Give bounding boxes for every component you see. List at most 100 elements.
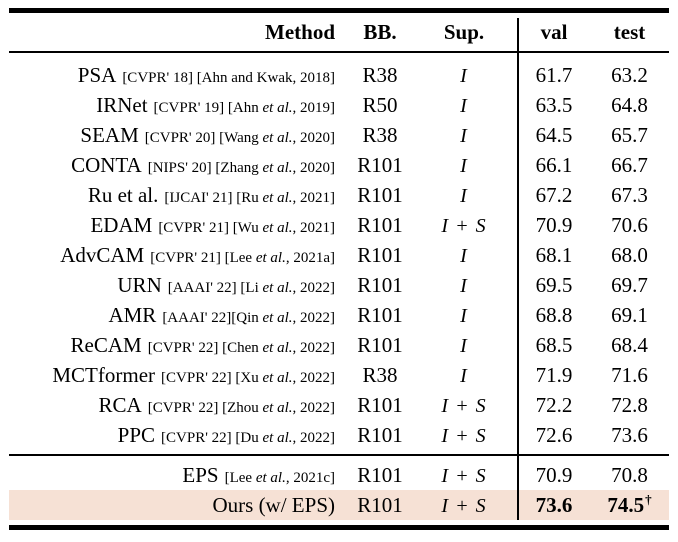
backbone-cell: R101 [357, 422, 403, 447]
citation: [NIPS' 20] [Zhang et al., 2020] [147, 159, 335, 176]
citation: [CVPR' 21] [Wu et al., 2021] [158, 219, 335, 236]
method-name: Ours (w/ EPS) [212, 492, 335, 517]
supervision-cell: I + S [420, 425, 518, 446]
test-score-cell: 67.3 [611, 182, 648, 207]
method-cell: CONTA [NIPS' 20] [Zhang et al., 2020] [9, 152, 340, 177]
method-cell: IRNet [CVPR' 19] [Ahn et al., 2019] [9, 92, 340, 117]
backbone-cell: R38 [362, 122, 398, 147]
column-divider-line [517, 18, 519, 520]
method-name: RCA [98, 392, 142, 417]
backbone-cell: R101 [357, 492, 403, 517]
test-score-cell: 70.8 [611, 462, 648, 487]
citation: [CVPR' 22] [Xu et al., 2022] [161, 369, 335, 386]
table-row: URN [AAAI' 22] [Li et al., 2022] R101 I 69.5… [9, 270, 669, 300]
citation: [Lee et al., 2021c] [224, 469, 335, 486]
table-row: AMR [AAAI' 22][Qin et al., 2022] R101 I 68.8… [9, 300, 669, 330]
table-row: ReCAM [CVPR' 22] [Chen et al., 2022] R101 I… [9, 330, 669, 360]
citation: [CVPR' 20] [Wang et al., 2020] [144, 129, 335, 146]
method-cell: AdvCAM [CVPR' 21] [Lee et al., 2021a] [9, 242, 340, 267]
method-cell: MCTformer [CVPR' 22] [Xu et al., 2022] [9, 362, 340, 387]
table-body: PSA [CVPR' 18] [Ahn and Kwak, 2018] R38 I 61… [0, 60, 678, 520]
test-score-cell: 63.2 [611, 62, 648, 87]
col-header-val: val [540, 19, 568, 44]
backbone-cell: R38 [362, 62, 398, 87]
table-row: CONTA [NIPS' 20] [Zhang et al., 2020] R101… [9, 150, 669, 180]
supervision-symbols: I + S [441, 424, 487, 447]
table-row: AdvCAM [CVPR' 21] [Lee et al., 2021a] R101… [9, 240, 669, 270]
val-score-cell: 72.6 [535, 422, 573, 447]
method-cell: PPC [CVPR' 22] [Du et al., 2022] [9, 422, 340, 447]
method-cell: SEAM [CVPR' 20] [Wang et al., 2020] [9, 122, 340, 147]
supervision-symbols: I + S [441, 214, 487, 237]
col-header-bb: BB. [363, 19, 397, 44]
citation: [IJCAI' 21] [Ru et al., 2021] [164, 189, 335, 206]
val-score-cell: 66.1 [535, 152, 573, 177]
table-row: RCA [CVPR' 22] [Zhou et al., 2022] R101 I +… [9, 390, 669, 420]
test-score-cell: 72.8 [611, 392, 648, 417]
citation: [CVPR' 19] [Ahn et al., 2019] [153, 99, 335, 116]
test-score-cell: 69.7 [611, 272, 648, 297]
supervision-symbols: I [460, 244, 468, 267]
method-name: PPC [117, 422, 156, 447]
col-header-test: test [613, 19, 646, 44]
citation: [CVPR' 22] [Du et al., 2022] [161, 429, 335, 446]
supervision-cell: I + S [420, 495, 518, 516]
method-name: EPS [182, 462, 219, 487]
backbone-cell: R101 [357, 182, 403, 207]
citation: [CVPR' 22] [Chen et al., 2022] [147, 339, 335, 356]
backbone-cell: R38 [362, 362, 398, 387]
supervision-cell: I [420, 125, 518, 146]
test-score-cell: 71.6 [611, 362, 648, 387]
method-cell: RCA [CVPR' 22] [Zhou et al., 2022] [9, 392, 340, 417]
backbone-cell: R101 [357, 462, 403, 487]
table-row: EPS [Lee et al., 2021c] R101 I + S 70.9 70.8 [9, 460, 669, 490]
table-row: MCTformer [CVPR' 22] [Xu et al., 2022] R38… [9, 360, 669, 390]
supervision-symbols: I + S [441, 494, 487, 517]
method-cell: AMR [AAAI' 22][Qin et al., 2022] [9, 304, 340, 326]
supervision-cell: I [420, 155, 518, 176]
supervision-symbols: I [460, 64, 468, 87]
table-row: EDAM [CVPR' 21] [Wu et al., 2021] R101 I + … [9, 210, 669, 240]
method-name: AdvCAM [60, 242, 145, 267]
backbone-cell: R101 [357, 302, 403, 327]
method-cell: Ours (w/ EPS) [9, 492, 340, 517]
supervision-symbols: I [460, 364, 468, 387]
val-score-cell: 70.9 [535, 462, 573, 487]
test-score-cell: 64.8 [611, 92, 648, 117]
method-name: MCTformer [52, 362, 156, 387]
table-row: PPC [CVPR' 22] [Du et al., 2022] R101 I + S… [9, 420, 669, 450]
supervision-cell: I [420, 275, 518, 296]
table-row: SEAM [CVPR' 20] [Wang et al., 2020] R38 I 64… [9, 120, 669, 150]
method-name: CONTA [71, 152, 142, 177]
col-header-sup: Sup. [443, 19, 485, 44]
method-name: IRNet [96, 92, 148, 117]
supervision-cell: I + S [420, 215, 518, 236]
supervision-cell: I + S [420, 395, 518, 416]
method-cell: ReCAM [CVPR' 22] [Chen et al., 2022] [9, 334, 340, 356]
supervision-symbols: I [460, 184, 468, 207]
supervision-cell: I [420, 245, 518, 266]
method-cell: EPS [Lee et al., 2021c] [9, 462, 340, 487]
supervision-symbols: I [460, 124, 468, 147]
method-cell: URN [AAAI' 22] [Li et al., 2022] [9, 272, 340, 297]
method-cell: EDAM [CVPR' 21] [Wu et al., 2021] [9, 214, 340, 236]
supervision-cell: I [420, 305, 518, 326]
supervision-symbols: I [460, 274, 468, 297]
method-name: PSA [77, 62, 117, 87]
val-score-cell: 63.5 [535, 92, 573, 117]
table-row: IRNet [CVPR' 19] [Ahn et al., 2019] R50 I 63… [9, 90, 669, 120]
backbone-cell: R101 [357, 392, 403, 417]
method-name: URN [117, 272, 162, 297]
method-name: SEAM [80, 122, 139, 147]
backbone-cell: R50 [362, 92, 398, 117]
table-row: Ours (w/ EPS) R101 I + S 73.6 74.5† [9, 490, 669, 520]
header-separator-rule [9, 51, 669, 53]
backbone-cell: R101 [357, 272, 403, 297]
group-separator-rule [9, 454, 669, 456]
val-score-cell: 67.2 [535, 182, 573, 207]
supervision-cell: I [420, 95, 518, 116]
supervision-cell: I [420, 185, 518, 206]
test-score-cell: 68.4 [611, 332, 648, 357]
val-score-cell: 68.8 [535, 302, 573, 327]
col-header-method: Method [265, 19, 335, 44]
